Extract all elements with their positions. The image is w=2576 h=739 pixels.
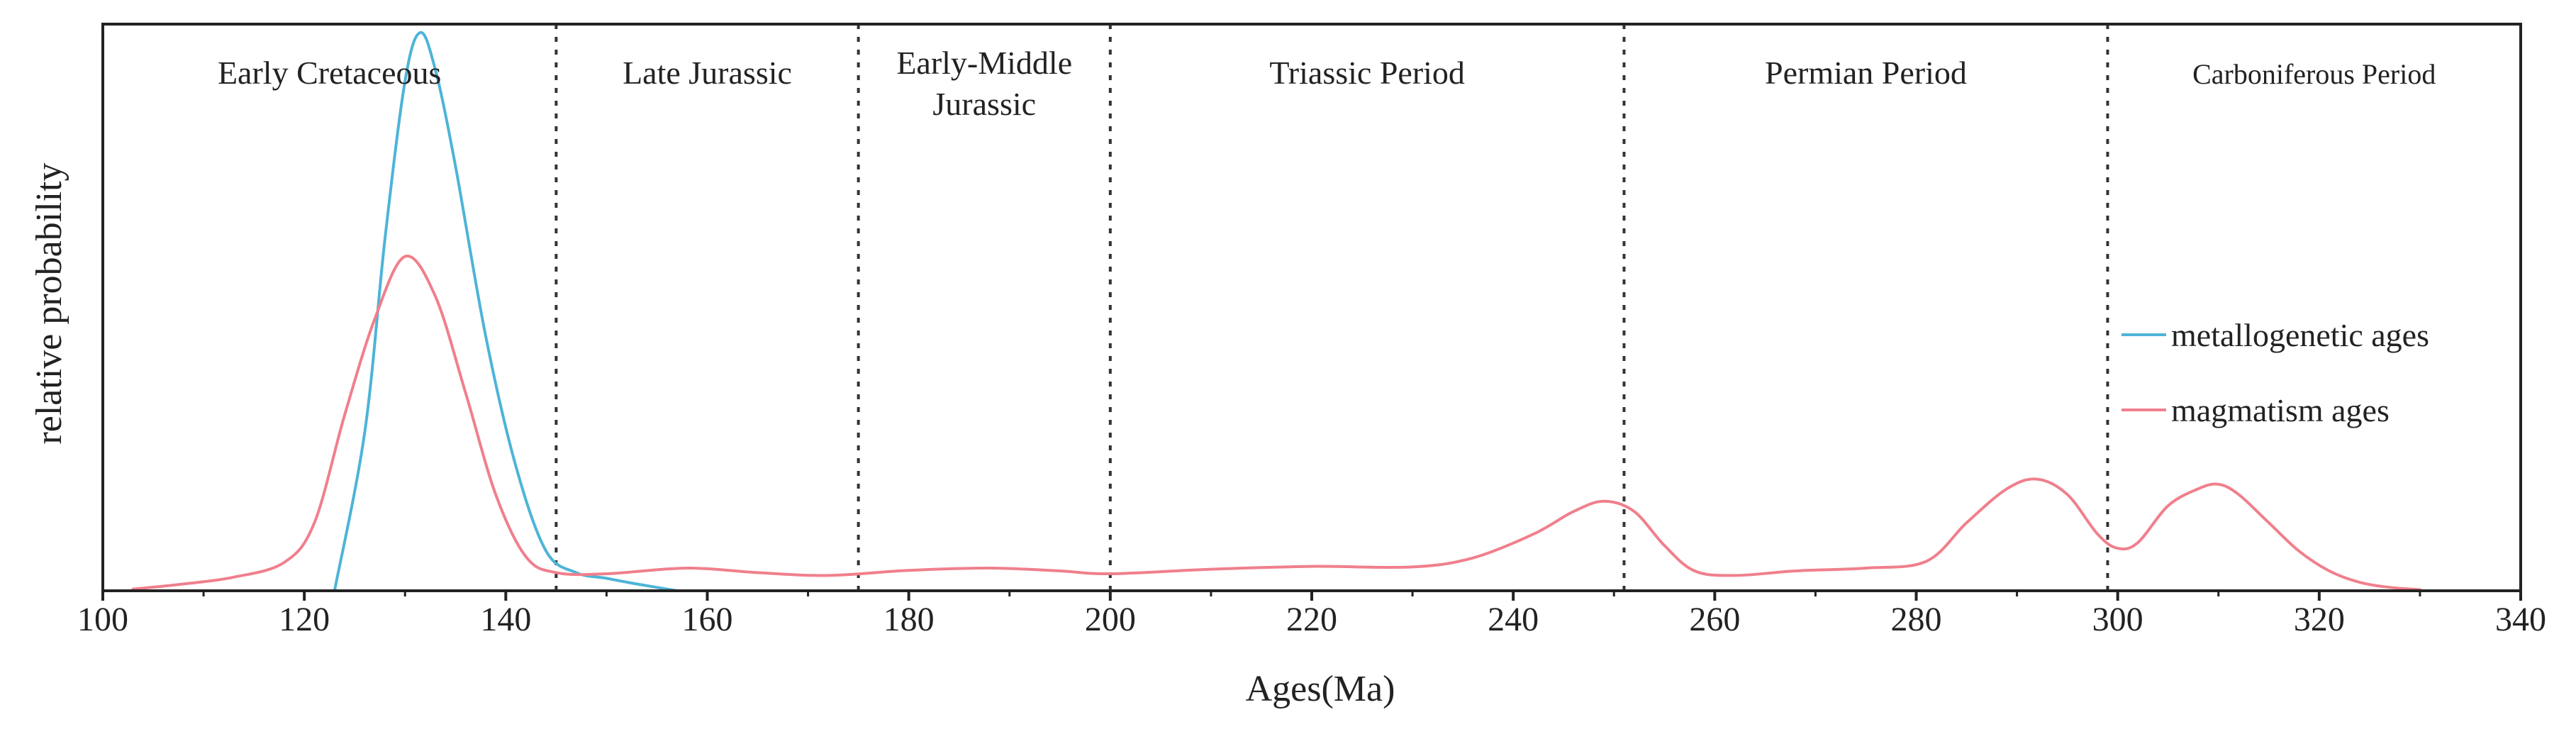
x-tick-label: 320 <box>2294 601 2345 638</box>
x-tick-label: 120 <box>279 601 330 638</box>
period-boundaries <box>554 24 2109 591</box>
series-lines <box>131 30 2421 592</box>
series-line-metallogenetic <box>333 30 679 592</box>
x-tick-label: 300 <box>2092 601 2143 638</box>
x-tick-label: 340 <box>2495 601 2546 638</box>
x-tick-label: 180 <box>883 601 935 638</box>
plot-frame <box>101 23 2522 592</box>
period-label: Carboniferous Period <box>2192 58 2436 90</box>
legend-label-magmatism: magmatism ages <box>2171 392 2390 428</box>
series-line-magmatism <box>131 255 2421 591</box>
x-axis-title: Ages(Ma) <box>1246 669 1395 709</box>
legend-label-metallogenetic: metallogenetic ages <box>2171 317 2429 353</box>
period-label: Permian Period <box>1765 55 1967 91</box>
x-tick-label: 200 <box>1085 601 1136 638</box>
x-tick-label: 100 <box>77 601 128 638</box>
x-tick-label: 280 <box>1891 601 1942 638</box>
period-label: Early-Middle <box>896 45 1072 81</box>
legend: metallogenetic ages magmatism ages <box>2121 317 2429 428</box>
y-axis-title: relative probability <box>29 162 69 444</box>
period-label: Early Cretaceous <box>218 55 441 91</box>
x-tick-label: 140 <box>480 601 531 638</box>
x-axis-ticks: 100 120 140 160 180 200 220 240 260 280 300 320 340 <box>77 591 2546 638</box>
x-tick-label: 260 <box>1689 601 1740 638</box>
period-label: Late Jurassic <box>623 55 792 91</box>
period-labels: Early Cretaceous Late Jurassic Early-Middl… <box>218 45 2436 122</box>
x-tick-label: 220 <box>1286 601 1337 638</box>
period-label-line2: Jurassic <box>932 86 1036 122</box>
x-tick-label: 160 <box>682 601 733 638</box>
x-tick-label: 240 <box>1488 601 1539 638</box>
period-label: Triassic Period <box>1269 55 1465 91</box>
